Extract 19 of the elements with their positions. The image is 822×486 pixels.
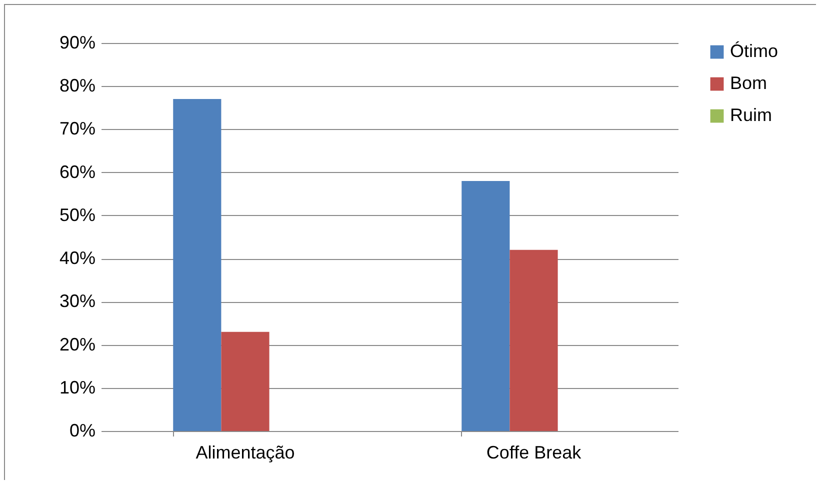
- legend-label: Ruim: [730, 105, 772, 125]
- y-tick-label: 30%: [59, 291, 96, 312]
- bar: [510, 250, 558, 431]
- y-tick-label: 90%: [59, 32, 96, 52]
- legend-label: Bom: [730, 73, 768, 93]
- y-tick-label: 0%: [69, 420, 96, 440]
- y-tick-label: 40%: [59, 248, 96, 268]
- y-tick-label: 70%: [59, 118, 96, 139]
- bar: [462, 180, 510, 431]
- legend-label: Ótimo: [730, 41, 778, 61]
- y-tick-label: 50%: [59, 204, 96, 225]
- bar: [173, 99, 222, 431]
- y-tick-label: 10%: [59, 377, 96, 398]
- y-tick-label: 20%: [59, 334, 96, 354]
- x-tick-label: Coffe Break: [486, 442, 582, 462]
- bar: [221, 332, 270, 431]
- y-tick-label: 60%: [59, 162, 96, 182]
- x-tick-label: Alimentação: [196, 442, 295, 462]
- y-tick-label: 80%: [59, 76, 96, 96]
